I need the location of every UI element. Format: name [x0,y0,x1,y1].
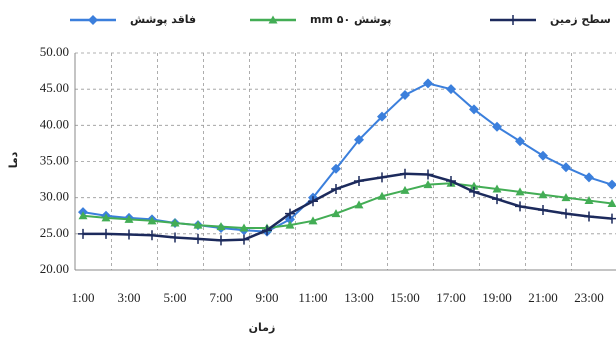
marker [561,193,571,202]
series-line [83,172,613,242]
marker [216,222,226,231]
marker [377,111,387,122]
x-tick-label: 13:00 [344,290,374,305]
x-tick-label: 21:00 [528,290,558,305]
x-tick-label: 5:00 [163,290,186,305]
x-tick-label: 19:00 [482,290,512,305]
marker [469,181,479,190]
x-tick-label: 7:00 [209,290,232,305]
marker [354,176,364,187]
marker [308,216,318,225]
x-tick-label: 9:00 [255,290,278,305]
marker [538,204,548,215]
x-tick-label: 3:00 [117,290,140,305]
marker [607,198,616,207]
marker [377,191,387,200]
marker [515,201,525,212]
legend: فاقد پوشش پوشش ۵۰ mm سطح زمین [70,13,611,26]
marker [607,213,616,224]
y-tick-label: 25.00 [40,225,69,240]
marker [584,196,594,205]
legend-label: سطح زمین [550,13,611,26]
marker [101,213,111,222]
marker [469,104,479,115]
y-tick-label: 45.00 [40,80,69,95]
marker [400,168,410,179]
marker [124,214,134,223]
x-tick-label: 1:00 [71,290,94,305]
marker [101,228,111,239]
x-tick-label: 23:00 [574,290,604,305]
x-tick-label: 11:00 [298,290,327,305]
marker [239,234,249,245]
marker [308,196,318,207]
marker [285,208,295,219]
marker [561,162,571,173]
marker [331,183,341,194]
marker [285,220,295,229]
y-tick-label: 30.00 [40,189,69,204]
y-tick-label: 40.00 [40,116,69,131]
marker [147,230,157,241]
legend-label: فاقد پوشش [130,13,196,26]
marker [584,172,594,183]
y-axis-label: دما [7,151,20,168]
marker [354,134,364,145]
series-line [82,182,613,230]
x-tick-label: 17:00 [436,290,466,305]
marker [193,233,203,244]
x-axis-label: زمان [249,321,276,334]
marker [469,186,479,197]
marker [78,211,88,220]
marker [170,218,180,227]
y-tick-label: 20.00 [40,261,69,276]
marker [423,180,433,189]
marker [354,200,364,209]
marker [446,84,456,95]
y-tick-label: 35.00 [40,152,69,167]
marker [423,169,433,180]
marker [170,232,180,243]
marker [216,235,226,246]
marker [124,229,134,240]
marker [331,209,341,218]
marker [538,190,548,199]
marker [147,216,157,225]
marker [584,211,594,222]
marker [262,225,272,236]
marker [492,194,502,205]
marker [423,78,433,89]
marker [331,163,341,174]
legend-marker [88,15,98,25]
marker [607,179,616,190]
marker [492,121,502,132]
marker [400,185,410,194]
marker [538,150,548,161]
marker [78,228,88,239]
marker [515,136,525,147]
marker [193,220,203,229]
legend-marker [508,15,518,25]
marker [239,223,249,232]
marker [377,172,387,183]
marker [515,187,525,196]
x-tick-label: 15:00 [390,290,420,305]
marker [400,89,410,100]
marker [446,176,456,187]
marker [561,208,571,219]
legend-marker [268,15,278,24]
marker [492,184,502,193]
y-tick-label: 50.00 [40,44,69,59]
legend-label: پوشش ۵۰ mm [310,13,391,26]
